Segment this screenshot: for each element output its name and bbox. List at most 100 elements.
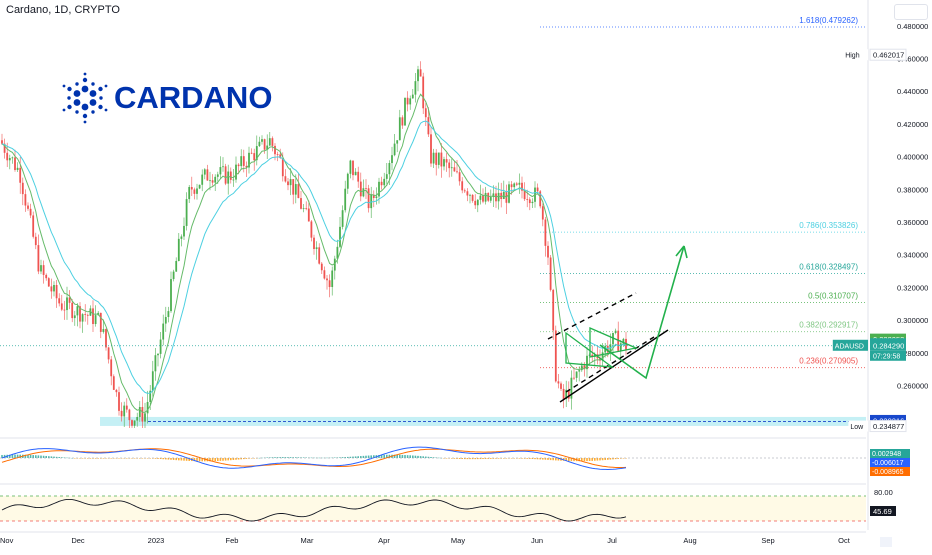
candle-body [580, 365, 583, 371]
macd-histogram-bar [614, 458, 617, 460]
macd-histogram-bar [568, 458, 570, 462]
candles [1, 61, 627, 428]
logo-wordmark: CARDANO [114, 80, 273, 115]
candle-body [263, 139, 266, 150]
candle-body [432, 152, 435, 164]
macd-label-value: -0.008965 [872, 469, 904, 476]
macd-histogram-bar [133, 458, 136, 459]
macd-histogram-bar [193, 458, 196, 462]
projection-arrowhead [675, 245, 688, 259]
macd-histogram-bar [461, 458, 463, 460]
macd-histogram-bar [222, 458, 224, 461]
macd-histogram-bar [269, 457, 271, 458]
candle-body [102, 329, 105, 332]
candle-body [471, 194, 474, 201]
macd-histogram-bar [487, 458, 489, 459]
macd-histogram-bar [287, 457, 289, 458]
macd-histogram-bar [451, 458, 453, 459]
candle-body [279, 154, 282, 158]
candle-body [250, 152, 253, 154]
candle-body [253, 153, 256, 161]
candle-body [453, 167, 456, 172]
candle-body [414, 81, 417, 95]
candle-body [55, 285, 58, 299]
candle-body [276, 154, 279, 156]
macd-histogram-bar [393, 454, 396, 458]
y-tick-label: 0.460000 [897, 55, 928, 64]
macd-histogram-bar [58, 457, 60, 458]
candle-body [214, 176, 217, 183]
macd-histogram-bar [172, 458, 175, 460]
candle-body [315, 247, 318, 250]
macd-histogram-bar [482, 458, 484, 460]
fib-level-label: 0.618(0.328497) [799, 263, 858, 272]
macd-histogram-bar [354, 456, 357, 458]
macd-histogram-bar [341, 457, 344, 458]
candle-body [521, 182, 523, 191]
candle-body [180, 236, 183, 239]
candle-body [209, 180, 211, 182]
chart-control-button[interactable] [894, 4, 928, 20]
candle-body [281, 157, 284, 177]
candle-body [227, 171, 230, 184]
macd-histogram-bar [302, 457, 305, 458]
macd-histogram-bar [570, 458, 573, 462]
candle-body [370, 194, 373, 209]
macd-histogram-bar [258, 457, 261, 459]
macd-histogram-bar [66, 457, 68, 459]
macd-histogram-bar [29, 454, 32, 458]
candle-body [523, 190, 526, 200]
macd-histogram-bar [87, 458, 89, 459]
candle-body [170, 279, 172, 312]
macd-label-bg [870, 467, 910, 476]
candle-body [619, 343, 622, 351]
candle-body [409, 98, 412, 105]
cardano-logo-icon [62, 72, 108, 124]
channel-upper-line [547, 292, 637, 340]
candle-body [172, 271, 175, 280]
macd-histogram-bar [386, 454, 388, 458]
candle-body [138, 407, 141, 418]
candle-body [16, 167, 19, 170]
candle-body [40, 265, 42, 272]
macd-histogram-bar [61, 457, 63, 458]
macd-histogram-bar [601, 458, 604, 461]
macd-histogram-bar [326, 457, 328, 459]
macd-histogram-bar [3, 454, 6, 458]
macd-histogram-bar [219, 458, 222, 461]
candle-body [307, 208, 310, 222]
candle-body [479, 195, 482, 200]
candle-body [515, 183, 518, 185]
candle-body [396, 140, 399, 144]
candle-body [131, 420, 133, 426]
macd-histogram-bar [276, 457, 279, 458]
macd-histogram-bar [198, 458, 201, 462]
candle-body [3, 143, 6, 153]
price-label-bg [870, 339, 906, 351]
macd-histogram-bar [500, 458, 502, 459]
candle-body [601, 352, 604, 361]
candle-body [554, 330, 557, 382]
macd-histogram-bar [339, 457, 341, 458]
candle-body [255, 146, 258, 161]
macd-histogram-bar [492, 458, 495, 459]
macd-histogram-bar [167, 458, 170, 460]
candle-body [125, 405, 128, 410]
candle-body [133, 420, 136, 426]
candle-body [71, 302, 74, 319]
candle-body [388, 163, 391, 175]
price-label-value: 0.462017 [873, 51, 904, 60]
macd-histogram-bar [102, 458, 105, 459]
candle-body [411, 94, 414, 99]
macd-histogram-bar [217, 458, 219, 462]
candle-body [89, 308, 92, 316]
candle-body [177, 238, 180, 261]
macd-histogram-bar [419, 456, 422, 458]
macd-histogram-bar [349, 456, 352, 458]
candle-body [528, 199, 531, 204]
candle-body [573, 377, 575, 379]
macd-histogram-bar [289, 457, 292, 458]
candle-body [50, 286, 53, 292]
candle-body [167, 311, 170, 318]
macd-histogram-bar [45, 455, 47, 458]
